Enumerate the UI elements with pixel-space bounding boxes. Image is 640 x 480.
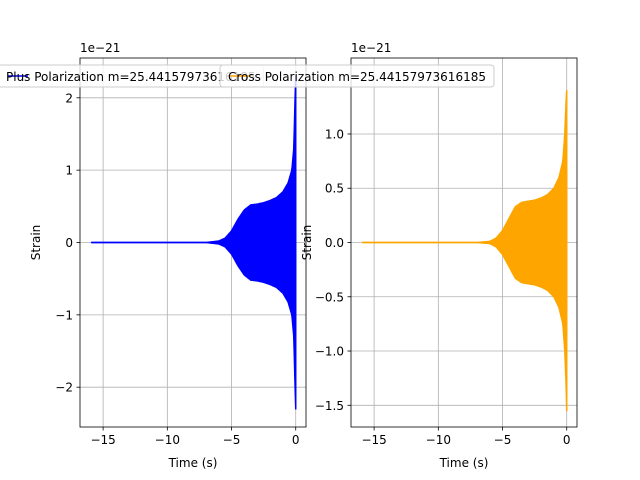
cross-x-tick-label: 0 — [563, 433, 571, 447]
plus-y-axis-label: Strain — [29, 225, 43, 261]
cross-exponent-label: 1e−21 — [351, 41, 391, 55]
cross-y-tick-label: 0.5 — [325, 182, 344, 196]
plus-x-tick-label: −10 — [155, 433, 180, 447]
plus-y-tick-label: 2 — [65, 91, 73, 105]
cross-y-axis-label: Strain — [300, 225, 314, 261]
cross-x-tick-label: −5 — [494, 433, 512, 447]
cross-y-tick-label: −0.5 — [315, 290, 344, 304]
plus-exponent-label: 1e−21 — [80, 41, 120, 55]
cross-y-tick-label: −1.0 — [315, 345, 344, 359]
plus-legend-label: Plus Polarization m=25.44157973616185 — [6, 70, 256, 84]
plus-legend: Plus Polarization m=25.44157973616185 — [0, 64, 265, 88]
cross-x-tick-label: −15 — [361, 433, 386, 447]
plus-x-tick-label: −15 — [90, 433, 115, 447]
plus-series — [90, 75, 297, 410]
plus-x-tick-label: −5 — [223, 433, 241, 447]
cross-ticks: −15 −10 −5 0 −1.5 −1.0 −0.5 0.0 0.5 1.0 — [315, 127, 571, 447]
cross-y-tick-label: 1.0 — [325, 127, 344, 141]
cross-legend: Cross Polarization m=25.44157973616185 — [219, 64, 495, 88]
cross-legend-label: Cross Polarization m=25.44157973616185 — [228, 70, 486, 84]
plus-y-tick-label: 0 — [65, 236, 73, 250]
cross-x-axis-label: Time (s) — [439, 456, 489, 470]
plus-y-tick-label: −1 — [55, 308, 73, 322]
cross-polarization-subplot: −15 −10 −5 0−1.5−1.0−0.50.00.51.0 Time (s) … — [219, 41, 578, 470]
cross-y-tick-label: −1.5 — [315, 399, 344, 413]
plus-y-tick-label: 1 — [65, 164, 73, 178]
cross-series — [361, 89, 568, 412]
plus-x-tick-label: 0 — [292, 433, 300, 447]
plus-y-tick-label: −2 — [55, 381, 73, 395]
cross-legend-box — [219, 64, 495, 88]
cross-y-tick-label: 0.0 — [325, 236, 344, 250]
plus-x-axis-label: Time (s) — [168, 456, 218, 470]
cross-x-tick-label: −10 — [426, 433, 451, 447]
